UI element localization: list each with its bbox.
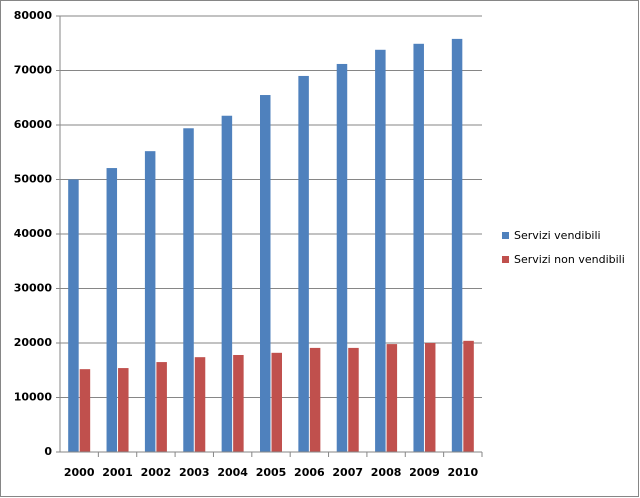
y-tick-label: 30000 bbox=[14, 282, 53, 295]
bar bbox=[260, 95, 271, 453]
x-tick-label: 2005 bbox=[256, 466, 287, 479]
bar bbox=[309, 347, 321, 452]
bar bbox=[336, 63, 348, 453]
bar bbox=[144, 151, 156, 452]
x-tick-label: 2000 bbox=[64, 466, 95, 479]
bar bbox=[413, 43, 424, 453]
x-tick-label: 2003 bbox=[179, 466, 210, 479]
y-tick-label: 20000 bbox=[14, 336, 53, 349]
bar bbox=[156, 362, 167, 452]
y-tick-label: 0 bbox=[44, 445, 52, 458]
bar bbox=[194, 357, 206, 452]
bar bbox=[463, 340, 474, 452]
bar bbox=[298, 75, 309, 452]
bar bbox=[233, 354, 244, 452]
legend-label: Servizi non vendibili bbox=[514, 253, 625, 266]
y-tick-label: 60000 bbox=[14, 118, 53, 131]
legend-swatch bbox=[502, 232, 509, 239]
x-tick-label: 2009 bbox=[409, 466, 440, 479]
bar bbox=[118, 368, 129, 452]
x-tick-label: 2007 bbox=[332, 466, 363, 479]
bar bbox=[183, 128, 194, 452]
bar bbox=[106, 168, 118, 452]
y-tick-label: 40000 bbox=[14, 227, 53, 240]
bar bbox=[424, 343, 436, 452]
y-tick-label: 80000 bbox=[14, 9, 53, 22]
x-tick-label: 2004 bbox=[217, 466, 248, 479]
bar bbox=[68, 179, 79, 452]
x-tick-label: 2002 bbox=[141, 466, 172, 479]
bar bbox=[451, 38, 463, 452]
legend-swatch bbox=[502, 256, 509, 263]
bar bbox=[386, 344, 398, 452]
bar bbox=[348, 347, 359, 452]
y-tick-label: 70000 bbox=[14, 64, 53, 77]
bar bbox=[271, 352, 282, 452]
bar bbox=[375, 49, 386, 452]
bar bbox=[79, 369, 91, 452]
x-tick-label: 2006 bbox=[294, 466, 325, 479]
y-tick-label: 10000 bbox=[14, 391, 53, 404]
x-tick-label: 2001 bbox=[102, 466, 133, 479]
y-tick-label: 50000 bbox=[14, 173, 53, 186]
x-tick-label: 2008 bbox=[371, 466, 402, 479]
bar bbox=[221, 115, 233, 453]
legend-label: Servizi vendibili bbox=[514, 229, 601, 242]
x-tick-label: 2010 bbox=[448, 466, 479, 479]
